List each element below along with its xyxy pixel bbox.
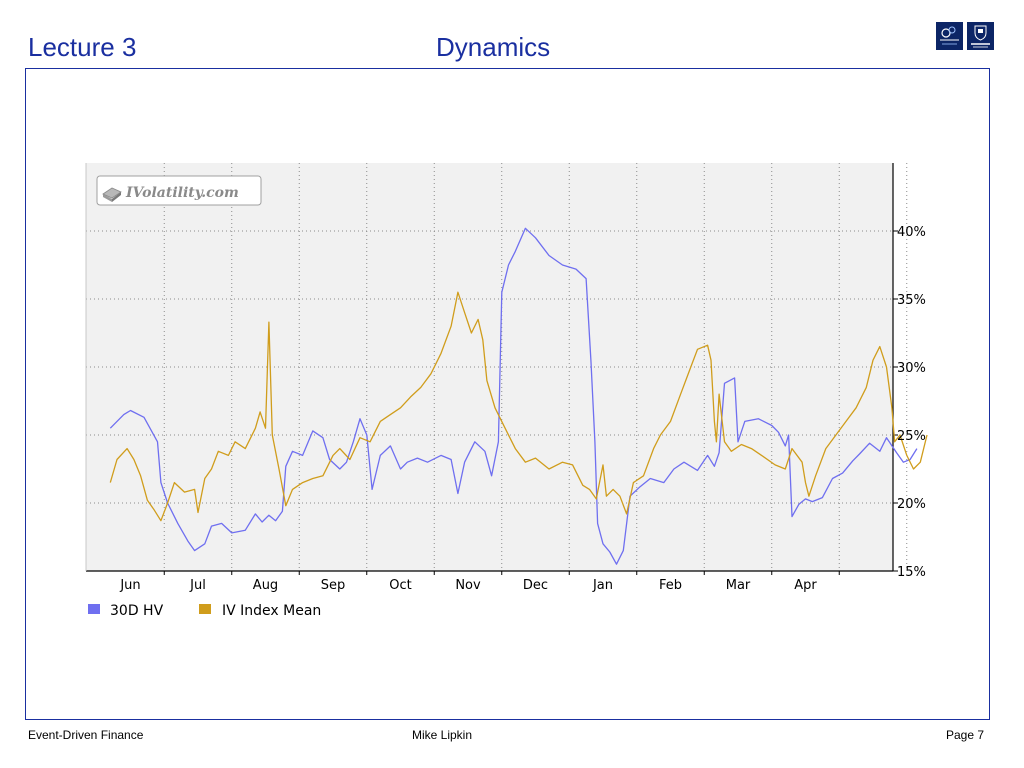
x-tick-labels: Jun Jul Aug Sep Oct Nov Dec Jan Feb Mar Apr <box>119 578 817 593</box>
x-tick-label-sep: Sep <box>321 578 346 593</box>
legend-swatch-iv <box>199 604 211 614</box>
legend-label-hv: 30D HV <box>110 603 164 619</box>
x-tick-label-aug: Aug <box>253 578 278 593</box>
legend-label-iv: IV Index Mean <box>222 603 321 619</box>
footer-course: Event-Driven Finance <box>28 728 144 742</box>
series-line-iv-index-mean <box>109 291 928 522</box>
content-frame <box>25 68 990 720</box>
logos <box>936 22 994 52</box>
y-tick-label-30: 30% <box>897 361 926 376</box>
slide-title: Dynamics <box>436 32 551 62</box>
legend-item-hv: 30D HV <box>88 603 164 619</box>
x-tick-label-nov: Nov <box>455 578 481 593</box>
ivolatility-logo <box>102 187 122 202</box>
footer-page-number: Page 7 <box>946 728 985 742</box>
lecture-label: Lecture 3 <box>28 32 137 62</box>
y-tick-label-40: 40% <box>897 225 926 240</box>
y-tick-labels: 15% 20% 25% 30% 35% 40% <box>897 225 926 580</box>
legend-swatch-hv <box>88 604 100 614</box>
y-tick-label-25: 25% <box>897 429 926 444</box>
watermark-text: IVolatility.com <box>125 185 239 201</box>
x-tick-label-jun: Jun <box>119 578 140 593</box>
x-tick-label-dec: Dec <box>523 578 548 593</box>
series-lines <box>109 227 928 565</box>
y-tick-label-15: 15% <box>897 565 926 580</box>
x-tick-label-jan: Jan <box>592 578 613 593</box>
y-tick-label-35: 35% <box>897 293 926 308</box>
series-line-hv <box>109 227 918 565</box>
x-tick-label-jul: Jul <box>189 578 206 593</box>
x-tick-label-apr: Apr <box>794 578 817 593</box>
legend: 30D HV IV Index Mean <box>88 603 321 619</box>
axes <box>85 163 898 575</box>
x-tick-label-feb: Feb <box>659 578 682 593</box>
watermark: IVolatility.com <box>96 175 262 206</box>
x-tick-label-oct: Oct <box>389 578 411 593</box>
y-tick-label-20: 20% <box>897 497 926 512</box>
university-of-oxford-logo <box>967 22 994 50</box>
legend-item-iv: IV Index Mean <box>199 603 321 619</box>
x-tick-label-mar: Mar <box>726 578 751 593</box>
slide-header: Lecture 3 Dynamics <box>0 0 1024 70</box>
footer-author: Mike Lipkin <box>412 728 473 742</box>
oxford-man-institute-logo <box>936 22 963 50</box>
